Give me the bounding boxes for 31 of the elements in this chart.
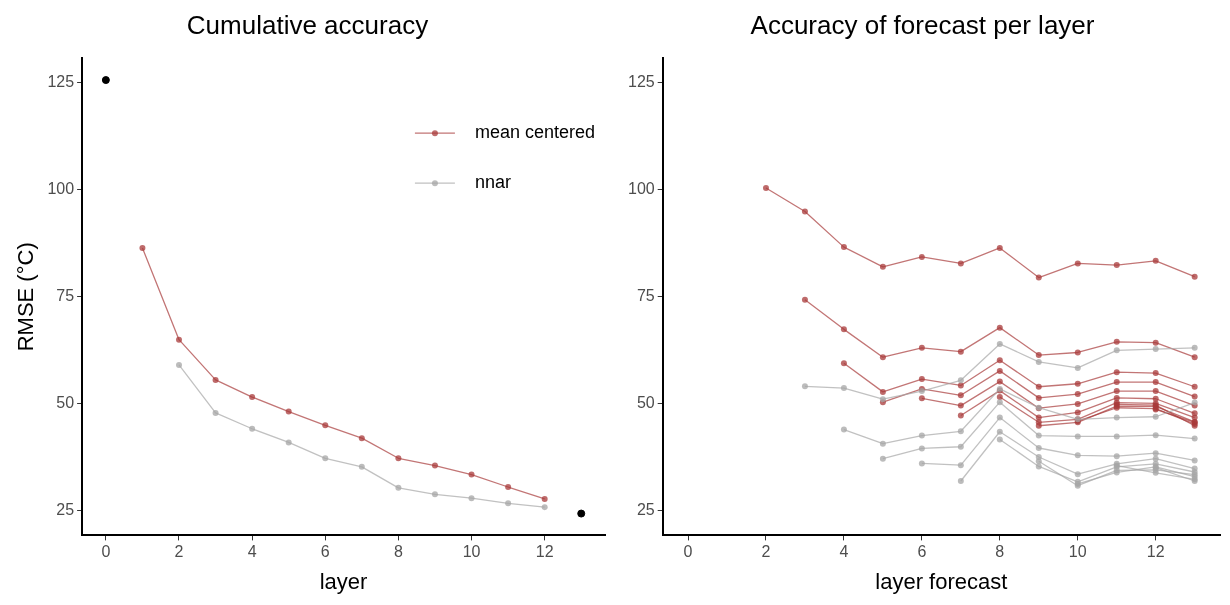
x-tick-label: 0 — [101, 543, 111, 561]
y-tick-label: 75 — [56, 286, 75, 304]
y-tick-label: 50 — [56, 393, 75, 411]
x-axis-title: layer forecast — [875, 568, 1008, 594]
x-tick-label: 0 — [683, 543, 693, 561]
x-tick-label: 8 — [393, 543, 403, 561]
x-tick-label: 4 — [839, 543, 849, 561]
x-tick-label: 2 — [174, 543, 184, 561]
y-tick-label: 100 — [47, 179, 75, 197]
y-tick-label: 25 — [56, 500, 75, 518]
legend-label: nnar — [474, 172, 511, 193]
x-tick-label: 10 — [1068, 543, 1087, 561]
x-tick-label: 12 — [1146, 543, 1165, 561]
y-tick-label: 100 — [627, 179, 655, 197]
legend-label: mean centered — [474, 122, 595, 143]
x-axis-title: layer — [319, 568, 368, 594]
x-tick-label: 10 — [462, 543, 481, 561]
x-tick-label: 6 — [917, 543, 927, 561]
y-tick-label: 75 — [636, 286, 655, 304]
x-tick-label: 2 — [761, 543, 771, 561]
y-tick-label: 25 — [636, 500, 655, 518]
chart-title: Accuracy of forecast per layer — [750, 9, 1095, 40]
y-tick-label: 50 — [636, 393, 655, 411]
x-tick-label: 4 — [247, 543, 257, 561]
y-tick-label: 125 — [47, 72, 75, 90]
x-tick-label: 6 — [320, 543, 330, 561]
x-tick-label: 8 — [995, 543, 1005, 561]
y-axis-title: RMSE (°C) — [13, 242, 39, 352]
x-tick-label: 12 — [535, 543, 554, 561]
chart-title: Cumulative accuracy — [186, 9, 429, 40]
y-tick-label: 125 — [627, 72, 655, 90]
